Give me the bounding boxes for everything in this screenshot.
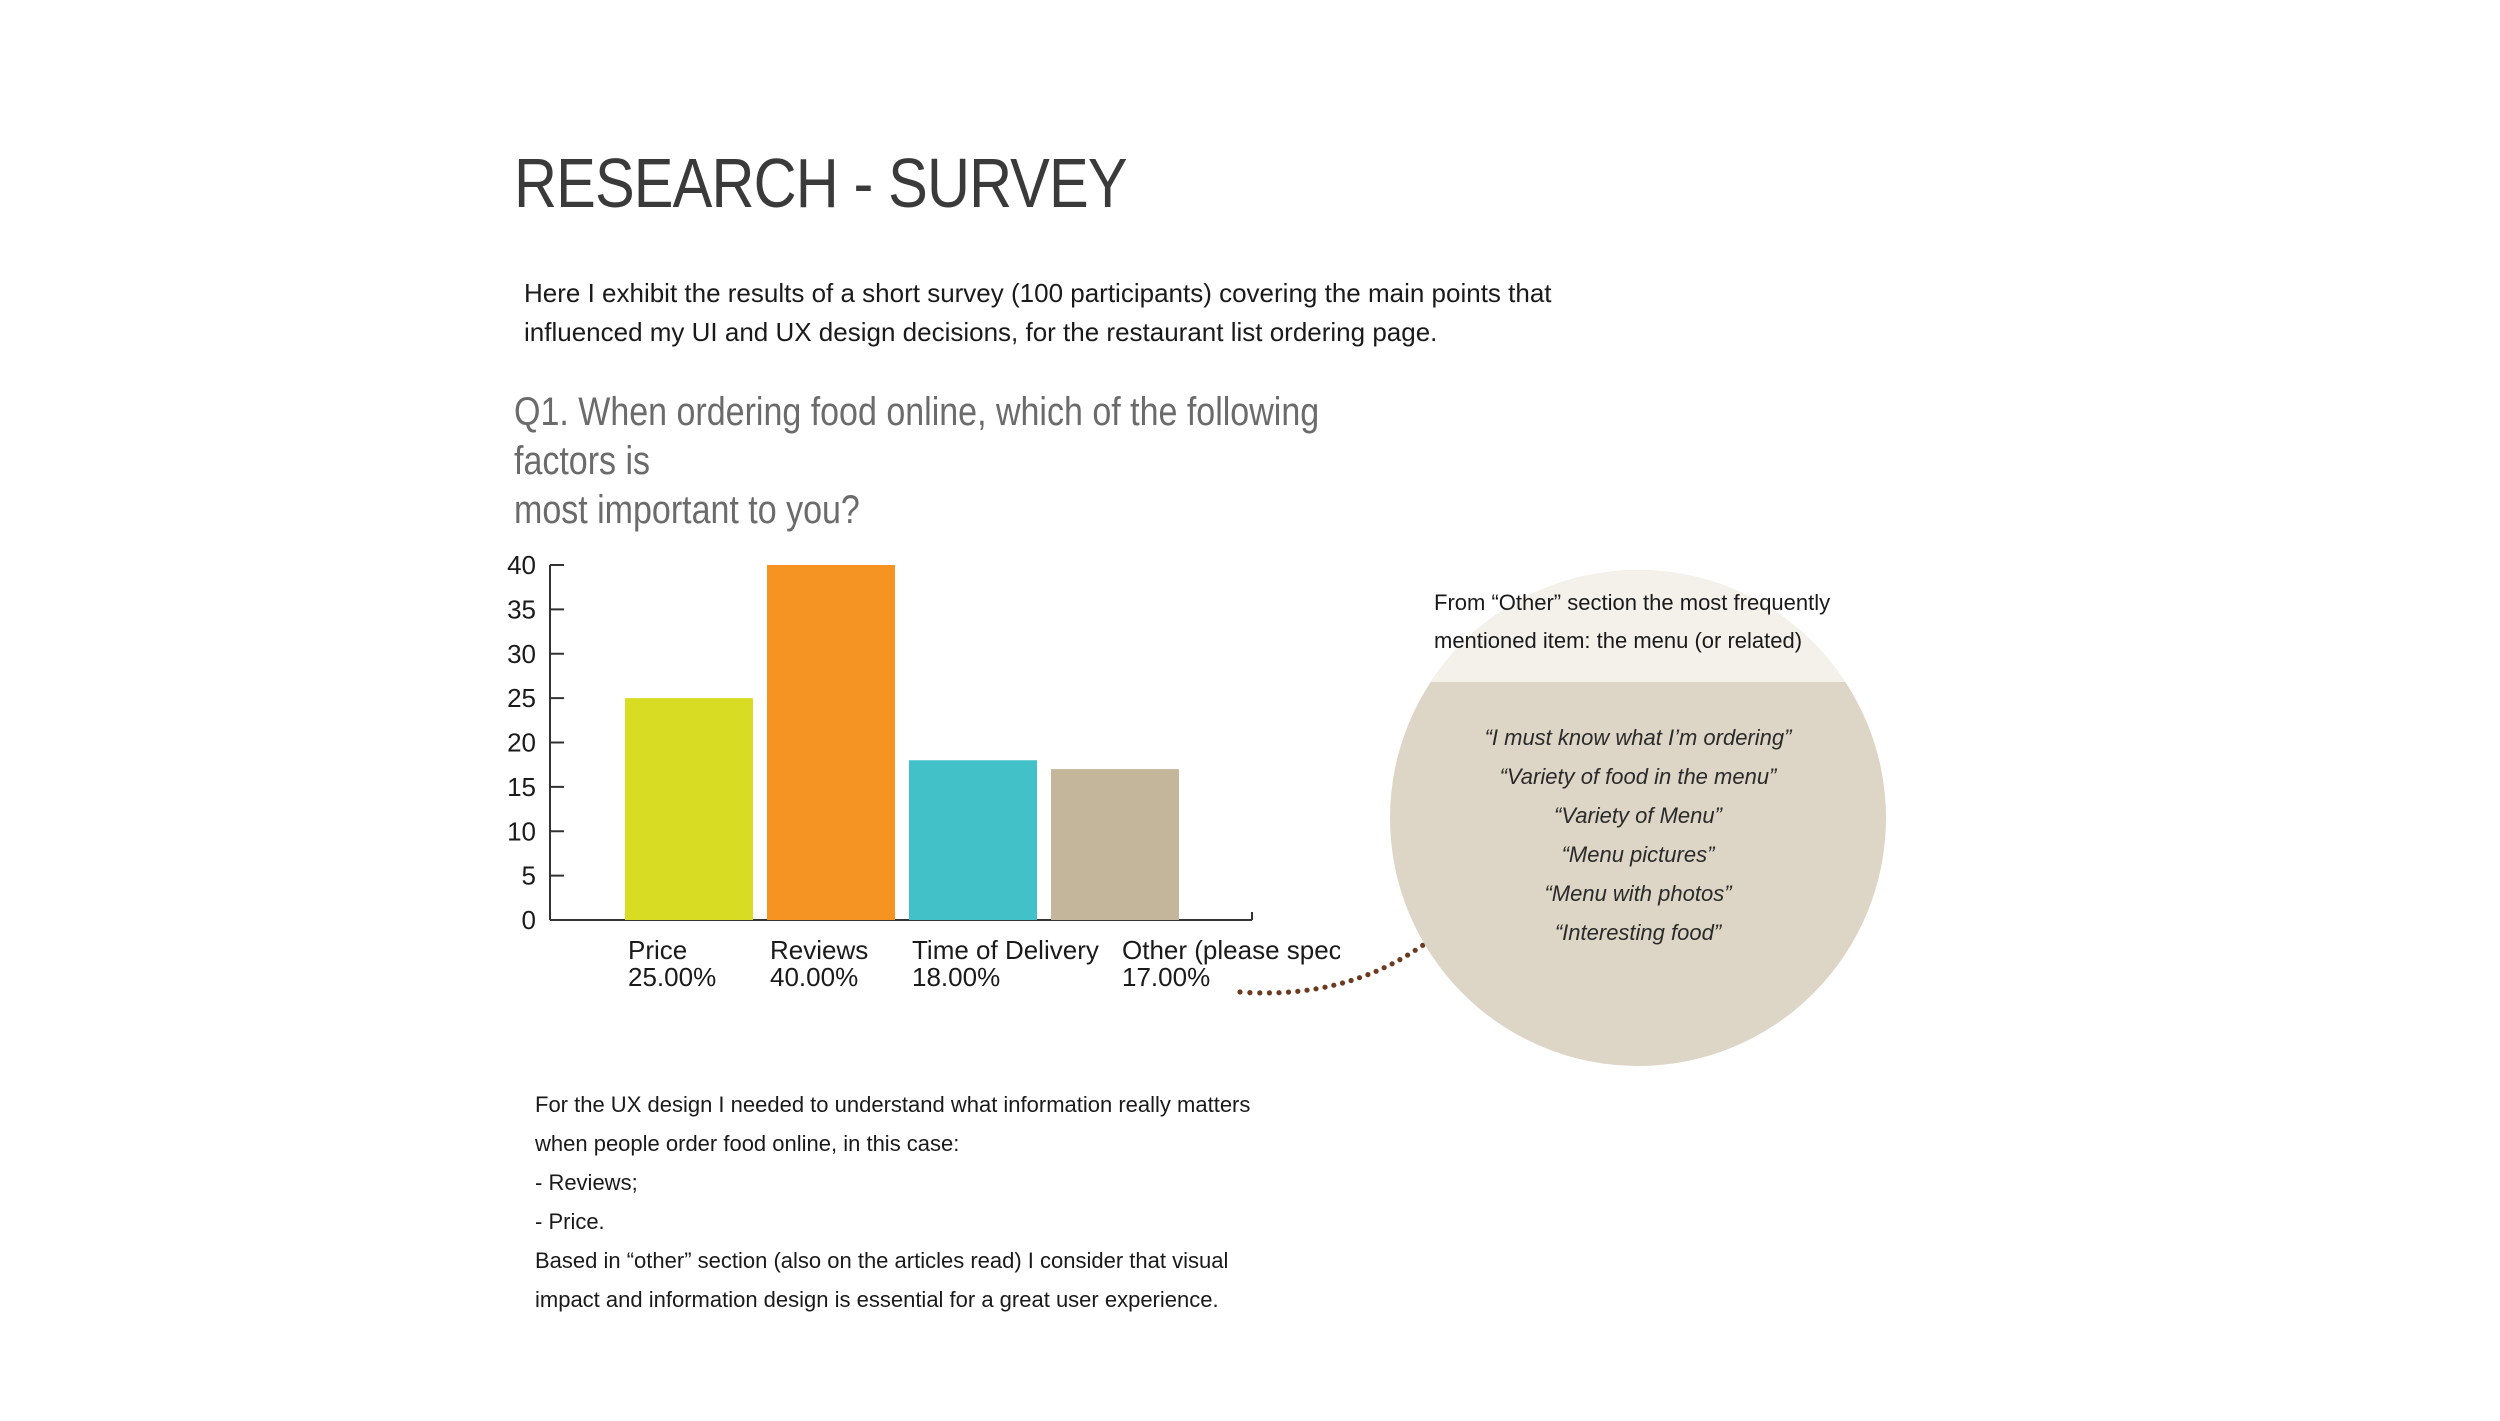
quote-item: “Variety of Menu” xyxy=(1554,803,1722,828)
y-tick-label: 30 xyxy=(507,639,536,669)
y-tick-label: 40 xyxy=(507,550,536,580)
connector-dot xyxy=(1313,986,1319,992)
chart-bars xyxy=(625,565,1179,920)
connector-dot xyxy=(1381,965,1387,971)
conclusion-text: For the UX design I needed to understand… xyxy=(535,1085,1355,1319)
quote-item: “I must know what I’m ordering” xyxy=(1484,725,1792,750)
survey-question: Q1. When ordering food online, which of … xyxy=(514,388,1364,535)
connector-dot xyxy=(1237,989,1243,995)
connector-dot xyxy=(1331,982,1337,988)
y-tick-label: 5 xyxy=(522,861,536,891)
connector-dot xyxy=(1365,972,1371,978)
connector-dots xyxy=(1237,937,1430,996)
question-line: most important to you? xyxy=(514,488,860,532)
value-label: 18.00% xyxy=(912,962,1000,992)
category-label: Other (please specify) xyxy=(1122,935,1340,965)
quote-item: “Menu with photos” xyxy=(1544,881,1732,906)
page-title: RESEARCH - SURVEY xyxy=(514,144,1128,222)
bar-price xyxy=(625,698,753,920)
dotted-connector xyxy=(1237,937,1430,996)
connector-dot xyxy=(1257,990,1263,996)
value-label: 25.00% xyxy=(628,962,716,992)
bar-other-please-specify xyxy=(1051,769,1179,920)
connector-dot xyxy=(1322,984,1328,990)
bar-time-of-delivery xyxy=(909,760,1037,920)
y-tick-label: 0 xyxy=(522,905,536,935)
y-tick-label: 10 xyxy=(507,816,536,846)
connector-dot xyxy=(1304,987,1310,993)
connector-dot xyxy=(1266,990,1272,996)
conclusion-line: - Price. xyxy=(535,1209,605,1234)
intro-line: Here I exhibit the results of a short su… xyxy=(524,278,1552,308)
connector-dot xyxy=(1373,968,1379,974)
category-label: Reviews xyxy=(770,935,868,965)
category-label: Time of Delivery xyxy=(912,935,1099,965)
connector-dot xyxy=(1356,975,1363,981)
conclusion-line: impact and information design is essenti… xyxy=(535,1287,1219,1312)
quote-item: “Variety of food in the menu” xyxy=(1499,764,1777,789)
intro-paragraph: Here I exhibit the results of a short su… xyxy=(524,274,1724,352)
callout-heading: From “Other” section the most frequently… xyxy=(1434,584,1914,660)
quote-item: “Menu pictures” xyxy=(1561,842,1715,867)
bubble-heading-band xyxy=(1390,570,1886,682)
connector-dot xyxy=(1276,990,1282,996)
y-tick-label: 25 xyxy=(507,683,536,713)
callout-heading-line: From “Other” section the most frequently xyxy=(1434,590,1831,615)
y-tick-label: 15 xyxy=(507,772,536,802)
bubble-circle: “I must know what I’m ordering” “Variety… xyxy=(1390,570,1886,1066)
quote-item: “Interesting food” xyxy=(1554,920,1722,945)
bar-reviews xyxy=(767,565,895,920)
category-label: Price xyxy=(628,935,687,965)
value-label: 17.00% xyxy=(1122,962,1210,992)
value-label: 40.00% xyxy=(770,962,858,992)
y-tick-label: 35 xyxy=(507,594,536,624)
connector-dot xyxy=(1295,988,1301,994)
conclusion-line: - Reviews; xyxy=(535,1170,638,1195)
connector-dot xyxy=(1339,980,1346,986)
conclusion-line: Based in “other” section (also on the ar… xyxy=(535,1248,1229,1273)
quote-list: “I must know what I’m ordering” “Variety… xyxy=(1390,718,1886,952)
callout-heading-line: mentioned item: the menu (or related) xyxy=(1434,628,1803,653)
connector-dot xyxy=(1285,989,1292,995)
connector-dot xyxy=(1405,952,1411,958)
y-tick-label: 20 xyxy=(507,728,536,758)
intro-line: influenced my UI and UX design decisions… xyxy=(524,317,1438,347)
conclusion-line: when people order food online, in this c… xyxy=(535,1131,960,1156)
connector-dot xyxy=(1247,990,1253,996)
callout-bubble: “I must know what I’m ordering” “Variety… xyxy=(1390,570,1886,1066)
connector-dot xyxy=(1412,947,1418,953)
question-line: Q1. When ordering food online, which of … xyxy=(514,390,1320,483)
y-axis-ticks: 0 5 10 15 20 25 30 35 40 xyxy=(507,550,564,935)
connector-dot xyxy=(1389,961,1395,967)
conclusion-line: For the UX design I needed to understand… xyxy=(535,1092,1251,1117)
connector-dot xyxy=(1397,957,1403,963)
connector-dot xyxy=(1348,977,1354,984)
